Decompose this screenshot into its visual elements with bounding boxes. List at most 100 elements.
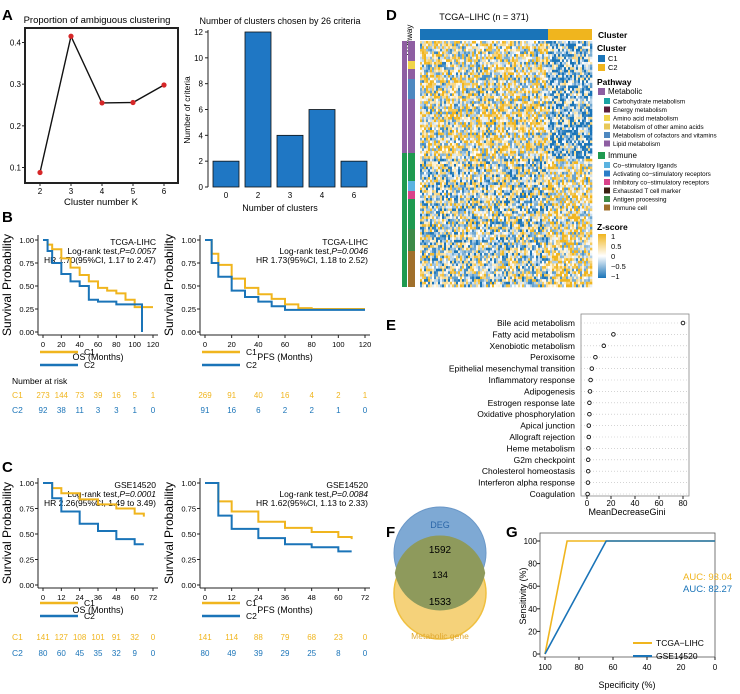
heatmap-cell: [480, 90, 483, 94]
heatmap-cell: [470, 93, 473, 97]
heatmap-cell: [456, 90, 459, 94]
heatmap-cell: [584, 51, 587, 55]
heatmap-cell: [574, 129, 577, 133]
heatmap-cell: [460, 135, 463, 139]
heatmap-cell: [446, 114, 449, 118]
heatmap-cell: [476, 90, 479, 94]
heatmap-cell: [534, 161, 537, 165]
heatmap-cell: [496, 72, 499, 76]
heatmap-cell: [466, 109, 469, 112]
heatmap-cell: [580, 166, 583, 170]
heatmap-cell: [490, 111, 493, 115]
heatmap-cell: [474, 98, 477, 102]
heatmap-cell: [568, 135, 571, 139]
heatmap-cell: [448, 177, 451, 181]
heatmap-cell: [528, 135, 531, 139]
heatmap-cell: [528, 158, 531, 162]
heatmap-cell: [426, 56, 429, 60]
heatmap-cell: [526, 77, 529, 81]
heatmap-cell: [484, 46, 487, 50]
heatmap-cell: [492, 85, 495, 89]
heatmap-cell: [560, 132, 563, 136]
heatmap-cell: [470, 82, 473, 86]
heatmap-cell: [528, 54, 531, 58]
heatmap-cell: [494, 111, 497, 115]
heatmap-cell: [428, 114, 431, 118]
heatmap-cell: [516, 143, 519, 146]
heatmap-cell: [550, 124, 553, 128]
heatmap-cell: [580, 59, 583, 63]
heatmap-cell: [470, 56, 473, 60]
heatmap-cell: [552, 156, 555, 160]
heatmap-cell: [526, 164, 529, 167]
km-curve-c2: [205, 239, 365, 311]
heatmap-cell: [548, 156, 551, 160]
heatmap-cell: [442, 43, 445, 47]
heatmap-cell: [492, 140, 495, 144]
heatmap-cell: [574, 101, 577, 105]
heatmap-cell: [422, 67, 425, 71]
heatmap-cell: [460, 140, 463, 144]
heatmap-cell: [554, 72, 557, 76]
heatmap-cell: [554, 93, 557, 97]
heatmap-cell: [538, 54, 541, 58]
heatmap-cell: [466, 67, 469, 71]
heatmap-cell: [446, 124, 449, 128]
km-legend-c1: C1: [246, 347, 257, 357]
heatmap-cell: [476, 182, 479, 186]
heatmap-cell: [578, 148, 581, 152]
heatmap-cell: [498, 137, 501, 141]
heatmap-cell: [454, 137, 457, 141]
heatmap-cell: [490, 69, 493, 73]
heatmap-cell: [452, 61, 455, 65]
panel-label-a: A: [2, 7, 13, 24]
heatmap-cell: [434, 174, 437, 178]
heatmap-cell: [422, 164, 425, 167]
heatmap-cell: [502, 82, 505, 86]
heatmap-cell: [506, 69, 509, 73]
heatmap-cell: [448, 93, 451, 97]
heatmap-cell: [500, 164, 503, 167]
heatmap-cell: [586, 171, 589, 175]
heatmap-cell: [498, 48, 501, 52]
heatmap-cell: [542, 67, 545, 71]
heatmap-cell: [530, 145, 533, 149]
heatmap-cell: [452, 88, 455, 92]
heatmap-cell: [566, 59, 569, 63]
heatmap-cell: [420, 132, 423, 136]
heatmap-cell: [472, 116, 475, 120]
heatmap-cell: [540, 67, 543, 71]
heatmap-cell: [542, 95, 545, 99]
heatmap-cell: [430, 69, 433, 73]
km-xtick: 0: [41, 340, 45, 349]
heatmap-cell: [482, 114, 485, 118]
heatmap-cell: [492, 153, 495, 157]
heatmap-cell: [578, 88, 581, 92]
heatmap-cell: [460, 59, 463, 63]
heatmap-cell: [554, 69, 557, 73]
heatmap-cell: [550, 143, 553, 146]
heatmap-cell: [434, 54, 437, 58]
heatmap-cell: [438, 127, 441, 131]
heatmap-cell: [554, 177, 557, 181]
heatmap-cell: [516, 114, 519, 118]
heatmap-cell: [514, 90, 517, 94]
heatmap-cell: [438, 46, 441, 50]
heatmap-cell: [570, 132, 573, 136]
heatmap-cell: [462, 150, 465, 154]
heatmap-cell: [426, 59, 429, 63]
heatmap-cell: [536, 46, 539, 50]
heatmap-cell: [436, 101, 439, 105]
heatmap-cell: [430, 51, 433, 55]
heatmap-cell: [440, 135, 443, 139]
heatmap-cell: [516, 46, 519, 50]
heatmap-cell: [484, 85, 487, 89]
km-ytick: 0.00: [19, 328, 34, 337]
heatmap-cell: [492, 127, 495, 131]
heatmap-cell: [542, 41, 545, 44]
heatmap-cell: [430, 153, 433, 157]
heatmap-cell: [428, 51, 431, 55]
heatmap-cell: [556, 166, 559, 170]
heatmap-cell: [510, 164, 513, 167]
heatmap-cell: [498, 72, 501, 76]
